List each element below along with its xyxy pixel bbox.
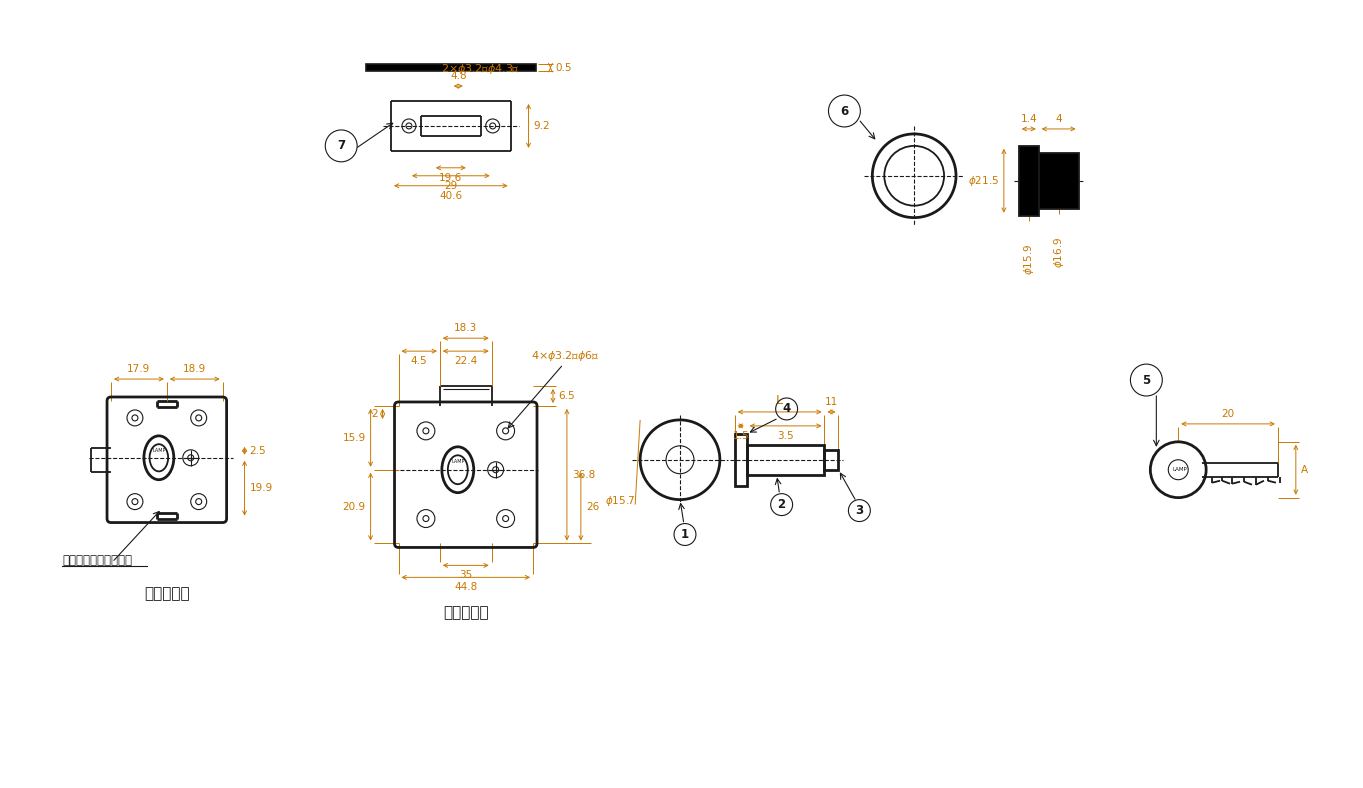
Bar	[735, 434, 747, 485]
Text: 36.8: 36.8	[572, 470, 596, 480]
Text: $\phi$15.9: $\phi$15.9	[1022, 243, 1036, 275]
Text: 引き出し用: 引き出し用	[443, 604, 488, 619]
Text: 11: 11	[825, 397, 838, 407]
Text: LAMP: LAMP	[153, 448, 165, 453]
Text: 15.9: 15.9	[342, 433, 365, 443]
Text: 18.9: 18.9	[183, 364, 206, 374]
Text: 6.5: 6.5	[557, 391, 575, 401]
Text: 7: 7	[337, 139, 345, 152]
Text: A: A	[1300, 465, 1308, 474]
Bar	[367, 64, 536, 71]
Text: 0.5: 0.5	[556, 63, 572, 72]
Text: $\phi$16.9: $\phi$16.9	[1052, 236, 1066, 268]
Text: 2×$\phi$3.2穴$\phi$4.3皿: 2×$\phi$3.2穴$\phi$4.3皿	[442, 62, 521, 76]
Text: 4: 4	[1055, 114, 1062, 124]
Text: 右開き扆用: 右開き扆用	[144, 585, 189, 600]
Text: チェンジプレートねじ: チェンジプレートねじ	[63, 554, 132, 567]
Text: 35: 35	[459, 571, 473, 581]
Text: 4.5: 4.5	[410, 356, 428, 366]
Bar	[825, 450, 838, 470]
Text: 6: 6	[841, 105, 849, 117]
Text: 2: 2	[777, 498, 785, 511]
Bar	[1039, 153, 1078, 209]
Text: 5: 5	[1142, 374, 1150, 387]
Text: 19.6: 19.6	[439, 173, 462, 183]
Text: 29: 29	[444, 180, 458, 191]
Bar	[747, 444, 825, 474]
Text: 1: 1	[682, 528, 690, 541]
Text: 4×$\phi$3.2穴$\phi$6皿: 4×$\phi$3.2穴$\phi$6皿	[532, 349, 600, 363]
Text: LAMP: LAMP	[451, 459, 465, 464]
Text: $\phi$21.5: $\phi$21.5	[968, 174, 999, 188]
Bar	[1018, 146, 1039, 216]
Text: 4: 4	[782, 403, 791, 415]
Text: 20: 20	[1221, 409, 1235, 419]
Text: 17.9: 17.9	[127, 364, 150, 374]
Text: 22.4: 22.4	[454, 356, 477, 366]
Text: 18.3: 18.3	[454, 323, 477, 333]
Text: 3.5: 3.5	[777, 431, 793, 440]
Text: L: L	[776, 394, 784, 407]
Text: 40.6: 40.6	[439, 191, 462, 201]
Text: 1.4: 1.4	[1021, 114, 1037, 124]
Text: 2.5: 2.5	[249, 446, 266, 455]
Text: $\phi$15.7: $\phi$15.7	[605, 493, 635, 507]
Text: 3: 3	[856, 504, 863, 517]
Text: 9.2: 9.2	[533, 121, 551, 131]
Text: LAMP: LAMP	[1172, 467, 1187, 472]
Text: 44.8: 44.8	[454, 582, 477, 593]
Text: 2: 2	[371, 409, 378, 419]
Text: 1.5: 1.5	[732, 431, 750, 440]
Text: 19.9: 19.9	[249, 483, 273, 493]
Text: 4.8: 4.8	[450, 71, 466, 81]
Text: 20.9: 20.9	[342, 502, 365, 511]
Text: 26: 26	[586, 502, 600, 511]
